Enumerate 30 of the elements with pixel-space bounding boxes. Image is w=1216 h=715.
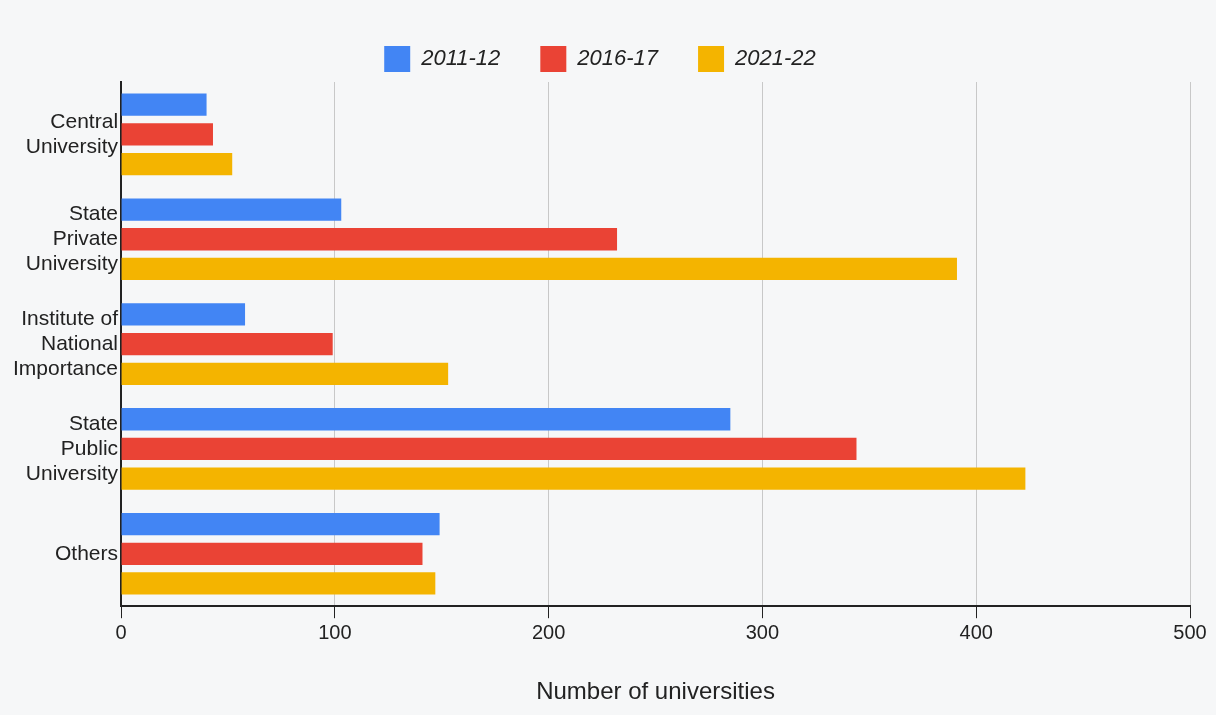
bar [121, 123, 213, 146]
y-tick-label: Institute of National Importance [12, 305, 119, 380]
legend-label: 2021-22 [734, 45, 816, 71]
bar [121, 512, 440, 536]
y-tick-label: State Public University [25, 410, 119, 484]
bar [121, 467, 1026, 490]
x-axis-title: Number of universities [536, 677, 775, 705]
bar [121, 198, 342, 221]
bar [121, 362, 449, 385]
bar [121, 332, 333, 356]
y-tick-label: State Private University [25, 200, 119, 275]
bar [121, 437, 857, 461]
bar [121, 572, 436, 595]
bar [121, 93, 207, 116]
y-tick-label: Others [55, 540, 119, 564]
x-tick-label: 100 [318, 620, 352, 643]
bar [121, 257, 957, 281]
bar [121, 228, 618, 251]
bar [121, 303, 246, 326]
y-tick-label: Central University [25, 108, 119, 157]
legend-label: 2016-17 [576, 45, 659, 71]
x-tick-label: 500 [1173, 620, 1207, 643]
legend-label: 2011-12 [420, 45, 501, 71]
bar [121, 542, 423, 565]
x-tick-label: 400 [959, 620, 993, 643]
bar [121, 152, 233, 176]
x-tick-label: 200 [531, 620, 566, 643]
x-tick-label: 0 [115, 620, 127, 643]
bar [121, 408, 731, 431]
x-tick-label: 300 [745, 620, 780, 643]
